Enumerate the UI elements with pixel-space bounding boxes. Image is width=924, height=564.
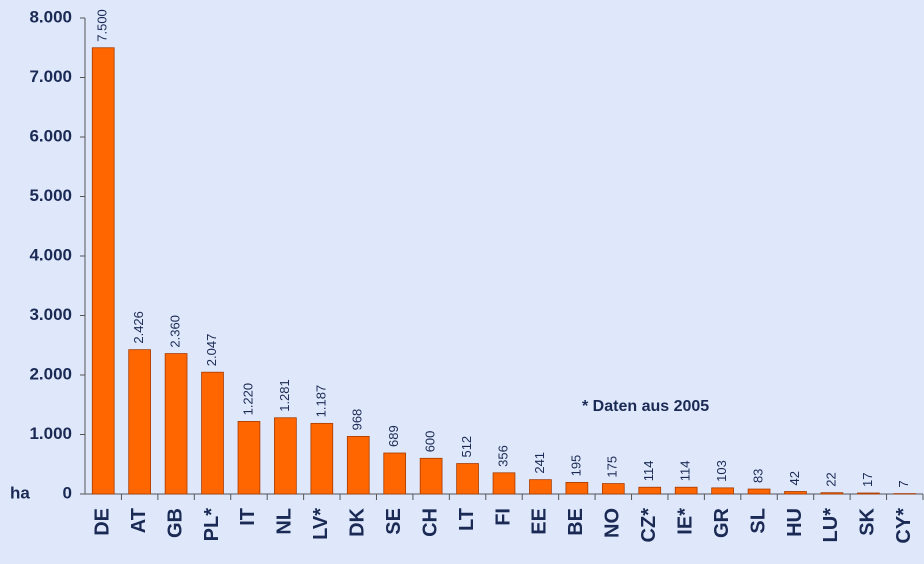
value-label: 1.220	[240, 383, 255, 416]
bar	[91, 47, 115, 495]
bar	[237, 421, 261, 495]
bar	[310, 422, 334, 495]
bar	[820, 492, 844, 495]
value-label: 1.281	[277, 379, 292, 412]
y-tick-label: 0	[63, 483, 72, 502]
value-label: 1.187	[313, 385, 328, 418]
bar	[601, 483, 625, 495]
x-tick-label: NO	[602, 508, 624, 538]
x-tick-label: HU	[784, 508, 806, 537]
y-tick-label: 5.000	[29, 186, 72, 205]
bar	[164, 353, 188, 495]
x-tick-label: NL	[274, 508, 296, 535]
value-label: 175	[605, 456, 620, 478]
x-tick-label: BE	[565, 508, 587, 536]
value-label: 2.360	[168, 315, 183, 348]
y-tick-label: 3.000	[29, 305, 72, 324]
value-label: 42	[787, 471, 802, 485]
x-tick-label: IT	[237, 508, 259, 526]
value-label: 17	[860, 473, 875, 487]
bar	[529, 479, 552, 495]
value-label: 114	[678, 460, 693, 481]
x-tick-label: GB	[164, 508, 186, 538]
bar	[711, 487, 734, 495]
x-tick-label: CZ*	[638, 508, 660, 543]
bar	[383, 452, 407, 495]
x-tick-label: CY*	[893, 508, 915, 544]
bar	[784, 491, 807, 495]
y-tick-label: 4.000	[29, 245, 72, 264]
x-tick-label: CH	[419, 508, 441, 537]
value-label: 195	[568, 455, 583, 477]
value-label: 512	[459, 436, 474, 458]
bar	[128, 349, 151, 495]
bar	[274, 417, 297, 495]
bar	[747, 488, 771, 495]
x-tick-label: DK	[347, 507, 369, 536]
value-label: 103	[714, 460, 729, 482]
y-tick-label: 2.000	[29, 364, 72, 383]
y-tick-label: 8.000	[29, 7, 72, 26]
annotation: * Daten aus 2005	[582, 398, 709, 415]
bar	[492, 472, 516, 495]
y-tick-label: 1.000	[29, 424, 72, 443]
value-label: 2.047	[204, 334, 219, 367]
value-label: 600	[423, 431, 438, 453]
value-label: 83	[750, 469, 765, 483]
x-tick-label: PL*	[201, 508, 223, 542]
value-label: 968	[350, 409, 365, 431]
bar	[565, 481, 589, 495]
x-tick-label: EE	[529, 508, 551, 535]
bar	[201, 371, 224, 495]
bar	[674, 486, 698, 495]
value-label: 689	[386, 425, 401, 447]
value-label: 241	[532, 452, 547, 474]
x-tick-label: LT	[456, 508, 478, 531]
x-tick-label: SL	[747, 508, 769, 534]
bar	[419, 457, 443, 495]
value-label: 114	[641, 460, 656, 481]
y-tick-label: 7.000	[29, 67, 72, 86]
bar	[346, 436, 370, 495]
y-axis-label: ha	[10, 483, 30, 502]
x-tick-label: SK	[857, 507, 879, 535]
x-tick-label: AT	[128, 508, 150, 533]
value-label: 22	[823, 472, 838, 486]
bar	[638, 486, 662, 495]
x-tick-label: IE*	[674, 508, 696, 535]
x-tick-label: LV*	[310, 508, 332, 540]
y-tick-label: 6.000	[29, 126, 72, 145]
value-label: 356	[495, 445, 510, 467]
x-tick-label: LU*	[820, 508, 842, 543]
value-label: 7	[896, 480, 911, 487]
value-label: 7.500	[95, 9, 110, 42]
x-tick-label: GR	[711, 507, 733, 538]
x-tick-label: FI	[492, 508, 514, 526]
bar	[456, 463, 479, 495]
x-tick-label: DE	[91, 508, 113, 536]
bar	[857, 492, 880, 495]
x-tick-label: SE	[383, 508, 405, 535]
value-label: 2.426	[131, 311, 146, 344]
